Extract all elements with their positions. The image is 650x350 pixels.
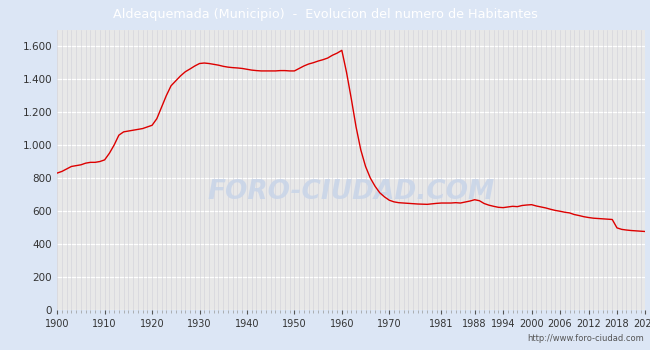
Text: http://www.foro-ciudad.com: http://www.foro-ciudad.com: [526, 334, 644, 343]
Text: Aldeaquemada (Municipio)  -  Evolucion del numero de Habitantes: Aldeaquemada (Municipio) - Evolucion del…: [112, 8, 538, 21]
Text: FORO-CIUDAD.COM: FORO-CIUDAD.COM: [208, 179, 495, 205]
